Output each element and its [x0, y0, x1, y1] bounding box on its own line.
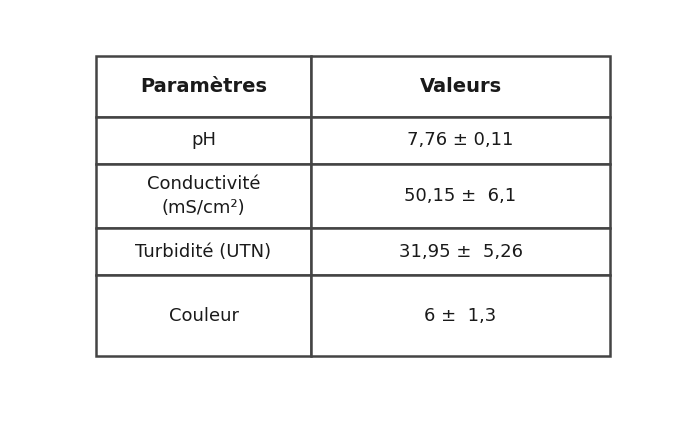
Bar — [312, 275, 610, 356]
Bar — [312, 228, 610, 275]
Bar — [312, 117, 610, 164]
Text: Conductivité
(mS/cm²): Conductivité (mS/cm²) — [147, 175, 260, 217]
Bar — [96, 164, 312, 228]
Bar — [96, 228, 312, 275]
Text: 6 ±  1,3: 6 ± 1,3 — [424, 306, 497, 325]
Text: Valeurs: Valeurs — [420, 77, 502, 96]
Text: pH: pH — [191, 131, 216, 149]
Bar — [96, 275, 312, 356]
Bar — [96, 56, 312, 117]
Bar — [96, 117, 312, 164]
Text: Couleur: Couleur — [169, 306, 239, 325]
Text: Turbidité (UTN): Turbidité (UTN) — [136, 243, 272, 261]
Text: 31,95 ±  5,26: 31,95 ± 5,26 — [398, 243, 523, 261]
Text: 7,76 ± 0,11: 7,76 ± 0,11 — [407, 131, 514, 149]
Bar — [312, 164, 610, 228]
Text: 50,15 ±  6,1: 50,15 ± 6,1 — [405, 187, 517, 205]
Bar — [312, 56, 610, 117]
Text: Paramètres: Paramètres — [140, 77, 267, 96]
